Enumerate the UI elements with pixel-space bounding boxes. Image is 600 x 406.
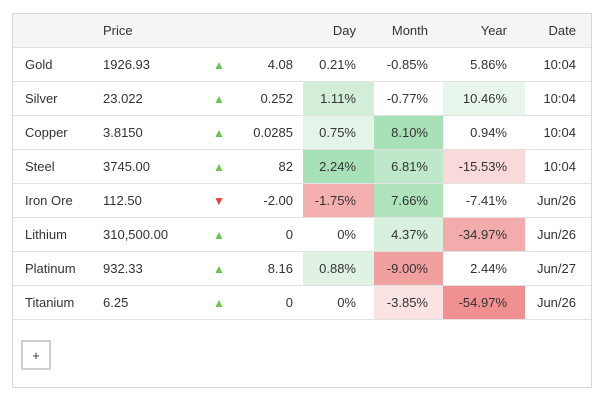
- cell-year: -7.41%: [465, 193, 507, 208]
- cell-month: -0.85%: [386, 57, 428, 72]
- cell-day: 0.88%: [303, 252, 374, 285]
- cell-price: 6.25: [103, 295, 129, 310]
- header-change: [237, 14, 303, 47]
- cell-date: Jun/27: [536, 261, 576, 276]
- cell-change: 0: [285, 227, 293, 242]
- cell-day: -1.75%: [303, 184, 374, 217]
- cell-arrow: ▼: [201, 184, 237, 217]
- header-name: [13, 14, 101, 47]
- cell-name: Gold: [25, 57, 53, 72]
- commodities-table: Price Day Month Year Date Gold 1926.93 ▲ 4.…: [12, 13, 592, 388]
- cell-month: 7.66%: [374, 184, 443, 217]
- header-price: Price: [103, 23, 133, 38]
- table-row: Silver 23.022 ▲ 0.252 1.11% -0.77% 10.46% 10:04: [13, 82, 591, 116]
- arrow-up-icon: ▲: [213, 57, 225, 72]
- cell-year: -15.53%: [443, 150, 525, 183]
- cell-year: 5.86%: [470, 57, 507, 72]
- cell-month: -3.85%: [374, 286, 443, 319]
- cell-day: 2.24%: [303, 150, 374, 183]
- cell-date: Jun/26: [536, 227, 576, 242]
- cell-change: -2.00: [263, 193, 293, 208]
- cell-arrow: ▲: [201, 218, 237, 251]
- table-row: Gold 1926.93 ▲ 4.08 0.21% -0.85% 5.86% 10:04: [13, 48, 591, 82]
- header-year: Year: [480, 23, 507, 38]
- header-day: Day: [332, 23, 356, 38]
- header-date: Date: [548, 23, 576, 38]
- cell-day: 0.75%: [303, 116, 374, 149]
- cell-name: Titanium: [25, 295, 75, 310]
- cell-arrow: ▲: [201, 82, 237, 115]
- arrow-down-icon: ▼: [213, 193, 225, 208]
- cell-year: -54.97%: [443, 286, 525, 319]
- cell-change: 0: [285, 295, 293, 310]
- table-row: Iron Ore 112.50 ▼ -2.00 -1.75% 7.66% -7.41% Jun…: [13, 184, 591, 218]
- cell-arrow: ▲: [201, 116, 237, 149]
- cell-date: 10:04: [543, 125, 576, 140]
- table-footer: +: [13, 340, 591, 406]
- cell-date: 10:04: [543, 57, 576, 72]
- cell-change: 82: [278, 159, 293, 174]
- table-header-row: Price Day Month Year Date: [13, 14, 591, 48]
- cell-price: 1926.93: [103, 57, 150, 72]
- cell-name: Lithium: [25, 227, 67, 242]
- cell-price: 310,500.00: [103, 227, 169, 242]
- arrow-up-icon: ▲: [213, 227, 225, 242]
- cell-date: Jun/26: [536, 193, 576, 208]
- cell-date: 10:04: [543, 159, 576, 174]
- cell-day: 1.11%: [303, 82, 374, 115]
- cell-year: 10.46%: [443, 82, 525, 115]
- cell-date: Jun/26: [536, 295, 576, 310]
- cell-year: 0.94%: [470, 125, 507, 140]
- cell-year: -34.97%: [443, 218, 525, 251]
- table-row: Titanium 6.25 ▲ 0 0% -3.85% -54.97% Jun/26: [13, 286, 591, 320]
- cell-change: 4.08: [267, 57, 293, 72]
- cell-day: 0.21%: [319, 57, 356, 72]
- cell-name: Silver: [25, 91, 58, 106]
- cell-price: 932.33: [103, 261, 143, 276]
- cell-name: Steel: [25, 159, 55, 174]
- arrow-up-icon: ▲: [213, 125, 225, 140]
- cell-price: 3745.00: [103, 159, 150, 174]
- cell-arrow: ▲: [201, 252, 237, 285]
- table-row: Copper 3.8150 ▲ 0.0285 0.75% 8.10% 0.94% 10:04: [13, 116, 591, 150]
- cell-date: 10:04: [543, 91, 576, 106]
- cell-change: 8.16: [267, 261, 293, 276]
- cell-price: 23.022: [103, 91, 143, 106]
- cell-price: 3.8150: [103, 125, 143, 140]
- cell-name: Iron Ore: [25, 193, 73, 208]
- cell-arrow: ▲: [201, 150, 237, 183]
- cell-month: 4.37%: [374, 218, 443, 251]
- cell-year: 2.44%: [470, 261, 507, 276]
- arrow-up-icon: ▲: [213, 295, 225, 310]
- table-row: Platinum 932.33 ▲ 8.16 0.88% -9.00% 2.44% Jun/2…: [13, 252, 591, 286]
- table-row: Steel 3745.00 ▲ 82 2.24% 6.81% -15.53% 10:04: [13, 150, 591, 184]
- cell-arrow: ▲: [201, 286, 237, 319]
- table-row: Lithium 310,500.00 ▲ 0 0% 4.37% -34.97% Jun/26: [13, 218, 591, 252]
- add-row-button[interactable]: +: [21, 340, 51, 370]
- cell-name: Platinum: [25, 261, 76, 276]
- header-month: Month: [391, 23, 428, 38]
- arrow-up-icon: ▲: [213, 91, 225, 106]
- cell-price: 112.50: [103, 193, 142, 208]
- cell-change: 0.0285: [253, 125, 293, 140]
- cell-day: 0%: [337, 227, 356, 242]
- cell-month: -9.00%: [374, 252, 443, 285]
- cell-month: -0.77%: [386, 91, 428, 106]
- cell-month: 8.10%: [374, 116, 443, 149]
- table-body: Gold 1926.93 ▲ 4.08 0.21% -0.85% 5.86% 10:04 Sil…: [13, 48, 591, 320]
- header-arrow: [201, 14, 237, 47]
- cell-name: Copper: [25, 125, 68, 140]
- cell-day: 0%: [337, 295, 356, 310]
- cell-month: 6.81%: [374, 150, 443, 183]
- cell-arrow: ▲: [201, 48, 237, 81]
- arrow-up-icon: ▲: [213, 159, 225, 174]
- arrow-up-icon: ▲: [213, 261, 225, 276]
- cell-change: 0.252: [260, 91, 293, 106]
